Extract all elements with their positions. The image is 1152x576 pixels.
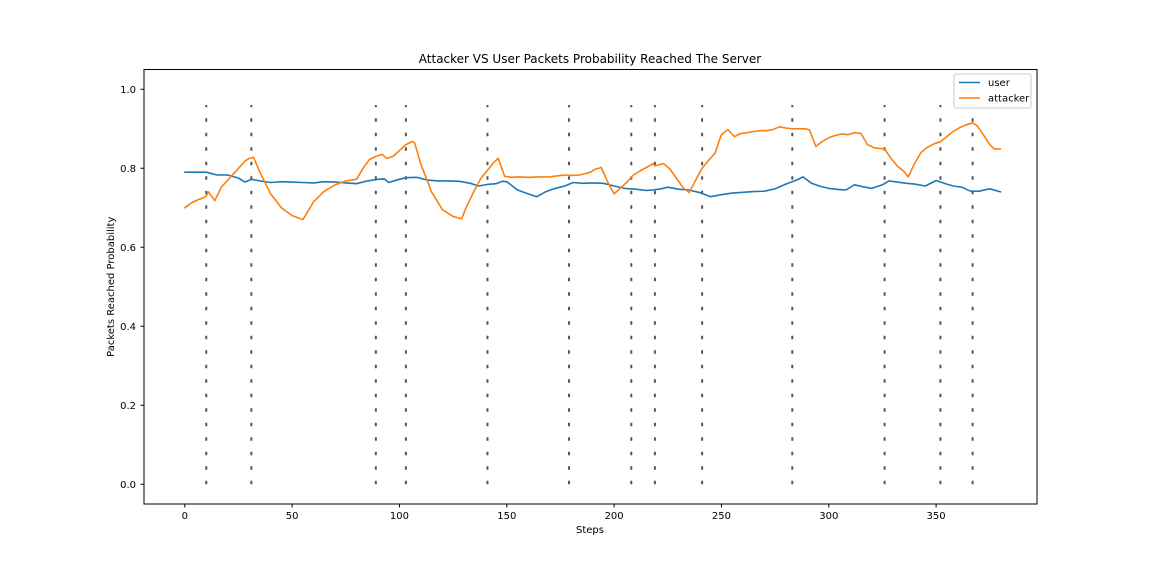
x-tick-label: 250 <box>712 511 731 522</box>
y-axis-label: Packets Reached Probability <box>106 217 117 357</box>
series-line-user <box>184 171 1002 198</box>
y-tick-label: 0.2 <box>120 401 136 412</box>
y-tick-label: 0.6 <box>120 243 136 254</box>
x-tick-label: 0 <box>182 511 188 522</box>
y-tick-label: 0.4 <box>120 322 136 333</box>
y-tick-label: 0.0 <box>120 480 136 491</box>
x-tick-label: 100 <box>390 511 409 522</box>
y-tick-label: 0.8 <box>120 164 136 175</box>
x-tick-label: 350 <box>927 511 946 522</box>
axis-ticks: 0 50 100 150 200 250 300 350 0.0 0.2 0.4 0.6 0.8 1.0 <box>120 85 946 522</box>
y-tick-label: 1.0 <box>120 85 136 96</box>
x-tick-label: 150 <box>497 511 516 522</box>
x-tick-label: 300 <box>819 511 838 522</box>
x-axis-label: Steps <box>576 525 604 536</box>
plot-frame <box>143 69 1038 505</box>
series-line-attacker <box>184 122 1002 221</box>
chart-title: Attacker VS User Packets Probability Rea… <box>419 52 761 66</box>
x-tick-label: 200 <box>605 511 624 522</box>
legend-attacker-label: attacker <box>988 94 1030 105</box>
event-vlines <box>205 105 974 485</box>
legend: user attacker <box>953 73 1032 109</box>
x-tick-label: 50 <box>286 511 299 522</box>
legend-user-label: user <box>988 78 1011 89</box>
series-lines <box>184 122 1002 221</box>
